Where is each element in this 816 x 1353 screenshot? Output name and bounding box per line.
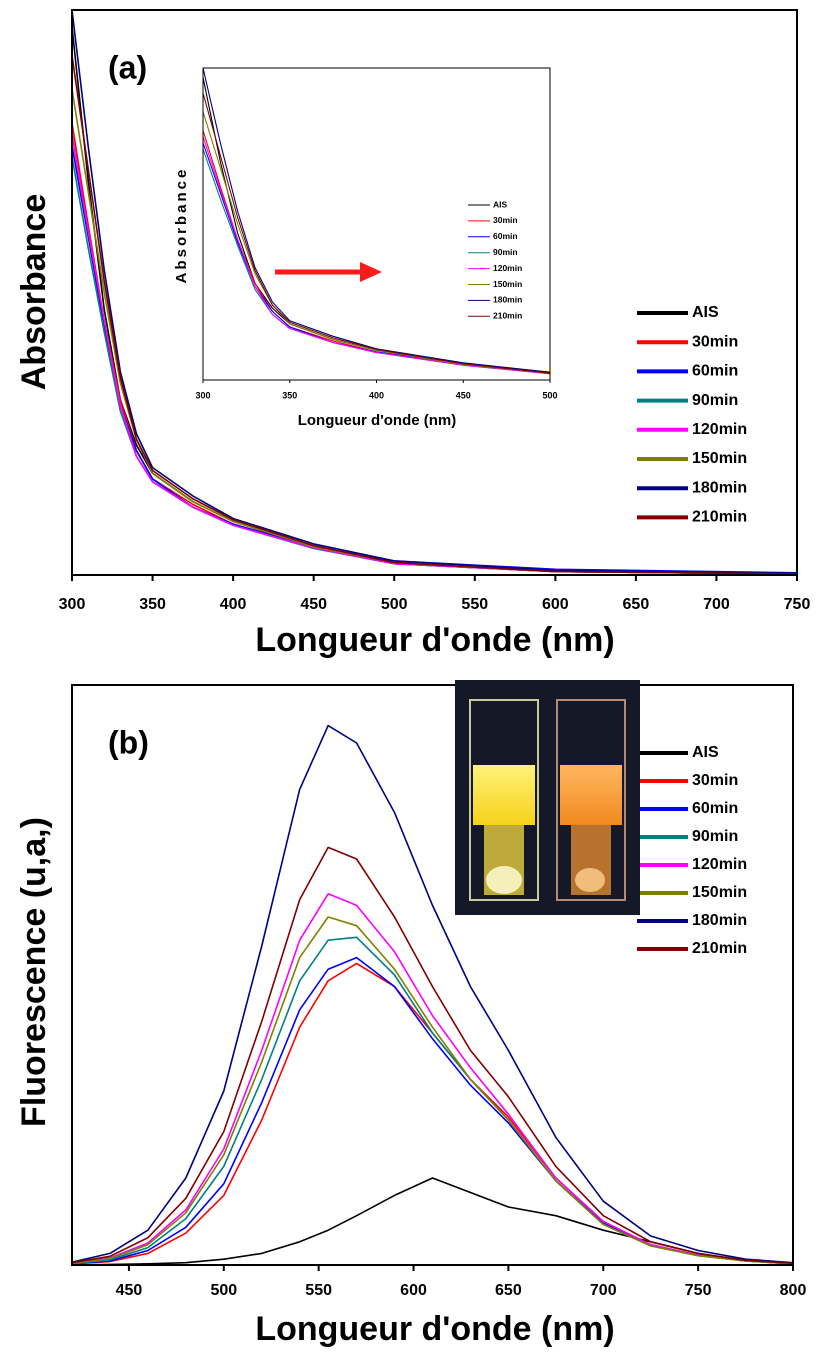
series-line (202, 142, 551, 373)
legend-label: 120min (692, 421, 747, 438)
legend-label: 60min (493, 231, 518, 241)
x-tick-label: 400 (220, 596, 247, 613)
x-tick-label: 500 (542, 390, 557, 400)
legend-label: 210min (692, 940, 747, 957)
legend-label: 210min (692, 509, 747, 526)
plot-0: AIS 30min 60min 90min 120min 150min 180min 210m… (15, 9, 811, 659)
trend-arrow (275, 262, 382, 282)
series-line (71, 962, 794, 1265)
x-tick-label: 300 (195, 390, 210, 400)
legend-label: 150min (692, 450, 747, 467)
series-line (71, 846, 794, 1265)
cuvette-photo (455, 680, 640, 915)
panel-label: (a) (108, 49, 147, 85)
series-line (71, 916, 794, 1265)
legend-label: 180min (692, 479, 747, 496)
x-tick-label: 500 (381, 596, 408, 613)
legend-label: 30min (692, 772, 738, 789)
legend-label: 90min (692, 392, 738, 409)
x-tick-label: 450 (300, 596, 327, 613)
x-tick-label: 650 (495, 1282, 522, 1299)
y-axis-label: Absorbance (15, 194, 53, 391)
y-axis-label: Fluorescence (u,a,) (15, 817, 53, 1127)
series-line (71, 893, 794, 1265)
series-line (202, 67, 551, 373)
plot-1: AIS 30min 60min 90min 120min 150min 180min 210m… (173, 67, 558, 429)
inset-background (203, 68, 550, 380)
legend-label: 60min (692, 800, 738, 817)
x-tick-label: 550 (305, 1282, 332, 1299)
legend-label: 120min (692, 856, 747, 873)
legend-label: 30min (493, 215, 518, 225)
x-tick-label: 300 (59, 596, 86, 613)
legend-label: 150min (692, 884, 747, 901)
x-tick-label: 350 (139, 596, 166, 613)
plot-frame (71, 9, 798, 576)
panel-label: (b) (108, 724, 149, 760)
legend-label: 90min (692, 828, 738, 845)
legend-label: 150min (493, 279, 522, 289)
legend-label: 30min (692, 333, 738, 350)
x-tick-label: 650 (623, 596, 650, 613)
series-line (71, 9, 798, 575)
legend-label: 120min (493, 263, 522, 273)
legend-label: 60min (692, 363, 738, 380)
x-tick-label: 550 (461, 596, 488, 613)
x-tick-label: 400 (369, 390, 384, 400)
series-line (71, 134, 798, 575)
x-tick-label: 600 (542, 596, 569, 613)
series-line (202, 136, 551, 375)
series-line (71, 724, 794, 1264)
series-line (202, 92, 551, 374)
series-line (202, 111, 551, 374)
legend-label: 90min (493, 247, 518, 257)
legend-label: AIS (493, 199, 508, 209)
x-tick-label: 350 (282, 390, 297, 400)
legend-label: AIS (692, 304, 719, 321)
y-axis-label: Absorbance (173, 167, 190, 284)
x-axis-label: Longueur d'onde (nm) (255, 1310, 614, 1348)
x-tick-label: 750 (784, 596, 811, 613)
x-tick-label: 600 (400, 1282, 427, 1299)
legend-label: 210min (493, 311, 522, 321)
legend-label: 180min (493, 295, 522, 305)
legend-label: 180min (692, 912, 747, 929)
legend-label: AIS (692, 744, 719, 761)
x-tick-label: 450 (116, 1282, 143, 1299)
x-axis-label: Longueur d'onde (nm) (255, 621, 614, 659)
plot-frame (71, 684, 794, 1266)
x-tick-label: 700 (590, 1282, 617, 1299)
x-tick-label: 800 (780, 1282, 807, 1299)
x-tick-label: 750 (685, 1282, 712, 1299)
x-axis-label: Longueur d'onde (nm) (298, 412, 457, 429)
x-tick-label: 450 (456, 390, 471, 400)
x-tick-label: 500 (210, 1282, 237, 1299)
plot-2: AIS 30min 60min 90min 120min 150min 180min 210m… (15, 684, 807, 1348)
series-line (71, 55, 798, 575)
x-tick-label: 700 (703, 596, 730, 613)
